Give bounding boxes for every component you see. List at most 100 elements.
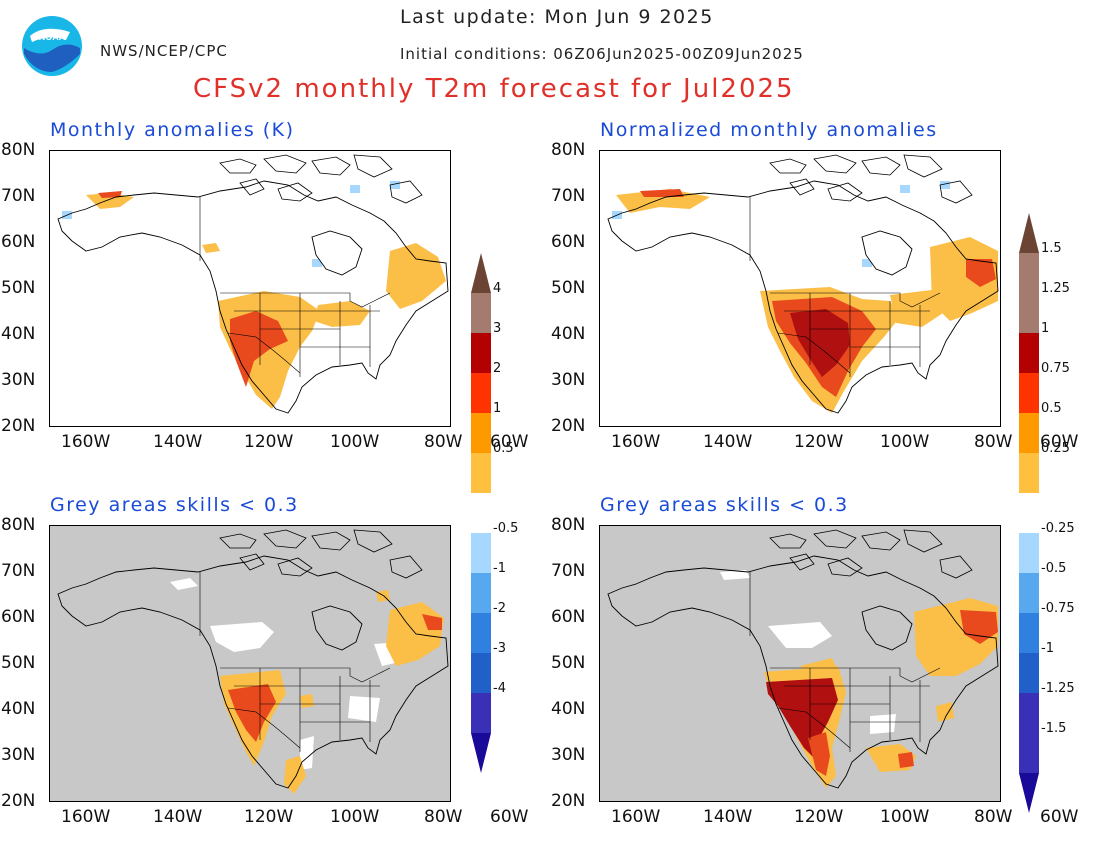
arctic-island — [813, 154, 857, 174]
colorbar-label: 0.25 — [1041, 441, 1070, 456]
noaa-logo: NOAA — [20, 14, 84, 78]
near-normal-area — [720, 570, 750, 580]
lon-tick-label: 160W — [611, 432, 661, 452]
political-borders — [749, 197, 941, 377]
map-panel-top-left — [49, 150, 451, 427]
map-svg — [600, 151, 1000, 426]
near-normal-area — [210, 622, 274, 652]
anomaly-patch — [930, 237, 998, 321]
lat-tick-label: 30N — [1, 745, 36, 765]
map-svg — [50, 151, 450, 426]
anomaly-patch — [960, 610, 998, 644]
anomaly-patch — [966, 259, 996, 287]
lon-tick-label: 60W — [1040, 432, 1079, 452]
anomaly-patch — [314, 301, 370, 327]
panel-title-top-left: Monthly anomalies (K) — [50, 119, 295, 141]
map-svg — [50, 526, 450, 801]
colorbar-segment — [1019, 733, 1039, 773]
lat-tick-label: 70N — [1, 186, 36, 206]
political-borders — [199, 197, 391, 377]
colorbar-segment — [471, 653, 491, 693]
lon-tick-label: 160W — [611, 807, 661, 827]
arctic-island — [263, 154, 307, 174]
colorbar-label: 1.25 — [1041, 281, 1070, 296]
lat-tick-label: 70N — [551, 186, 586, 206]
colorbar-left — [471, 253, 491, 773]
colorbar-segment — [1019, 653, 1039, 693]
colorbar-segment — [1019, 693, 1039, 733]
near-normal-area — [348, 696, 380, 722]
anomaly-patch — [86, 193, 134, 209]
coastline — [57, 180, 449, 414]
colorbar-segment — [1019, 293, 1039, 333]
colorbar-label: 1 — [493, 401, 502, 416]
anomaly-patch — [766, 678, 838, 758]
lat-tick-label: 70N — [551, 561, 586, 581]
arctic-island — [277, 182, 313, 202]
map-svg — [600, 526, 1000, 801]
panel-title-top-right: Normalized monthly anomalies — [600, 119, 938, 141]
lat-tick-label: 20N — [1, 416, 36, 436]
cold-anomaly-spot — [862, 259, 872, 267]
lat-tick-label: 60N — [551, 232, 586, 252]
cold-anomaly-spot — [390, 181, 400, 189]
lat-tick-label: 60N — [1, 607, 36, 627]
anomaly-patch — [98, 191, 122, 198]
arctic-island — [789, 178, 815, 196]
colorbar-label: -2 — [493, 601, 506, 616]
lat-tick-label: 80N — [1, 140, 36, 160]
colorbar-segment — [1019, 453, 1039, 493]
initial-conditions: Initial conditions: 06Z06Jun2025-00Z09Ju… — [400, 45, 804, 63]
colorbar-label: 0.5 — [1041, 401, 1062, 416]
arctic-island — [789, 553, 815, 571]
panel-title-bottom-left: Grey areas skills < 0.3 — [50, 494, 299, 516]
political-borders — [749, 572, 941, 752]
arctic-island — [389, 555, 423, 579]
agency-label: NWS/NCEP/CPC — [100, 42, 228, 60]
colorbar-segment — [471, 413, 491, 453]
lon-tick-label: 60W — [490, 807, 529, 827]
colorbar-svg — [471, 253, 491, 773]
colorbar-segment — [1019, 573, 1039, 613]
last-update: Last update: Mon Jun 9 2025 — [400, 6, 714, 28]
colorbar-arrow-bottom — [471, 733, 491, 773]
anomaly-patch — [640, 189, 684, 197]
arctic-island — [389, 180, 423, 204]
colorbar-segment — [471, 293, 491, 333]
near-normal-area — [870, 714, 896, 734]
anomaly-patch — [386, 243, 446, 309]
hudson-bay — [861, 230, 913, 276]
cold-anomaly-spot — [900, 185, 910, 193]
lon-tick-label: 80W — [974, 807, 1013, 827]
lat-tick-label: 50N — [551, 278, 586, 298]
colorbar-segment — [1019, 533, 1039, 573]
near-normal-area — [170, 578, 198, 590]
lon-tick-label: 100W — [880, 432, 930, 452]
arctic-island — [861, 156, 901, 176]
colorbar-label: -0.5 — [493, 521, 519, 536]
lat-tick-label: 80N — [1, 515, 36, 535]
arctic-island — [861, 531, 901, 551]
anomaly-patch — [230, 311, 288, 387]
panel-title-bottom-right: Grey areas skills < 0.3 — [600, 494, 849, 516]
lon-tick-label: 80W — [974, 432, 1013, 452]
colorbar-label: -1 — [1041, 641, 1054, 656]
lon-tick-label: 100W — [880, 807, 930, 827]
hudson-bay — [311, 230, 363, 276]
colorbar-segment — [1019, 413, 1039, 453]
colorbar-segment — [1019, 493, 1039, 533]
lon-tick-label: 100W — [330, 807, 380, 827]
arctic-island — [827, 557, 863, 577]
lat-tick-label: 40N — [551, 699, 586, 719]
colorbar-segment — [471, 613, 491, 653]
lon-tick-label: 140W — [703, 807, 753, 827]
lat-tick-label: 30N — [1, 370, 36, 390]
lat-tick-label: 20N — [1, 791, 36, 811]
map-panel-bottom-right — [599, 525, 1001, 802]
colorbar-label: -0.25 — [1041, 521, 1075, 536]
lat-tick-label: 40N — [551, 324, 586, 344]
colorbar-arrow-bottom — [1019, 773, 1039, 813]
lon-tick-label: 120W — [794, 432, 844, 452]
arctic-island — [813, 529, 857, 549]
colorbar-segment — [471, 693, 491, 733]
